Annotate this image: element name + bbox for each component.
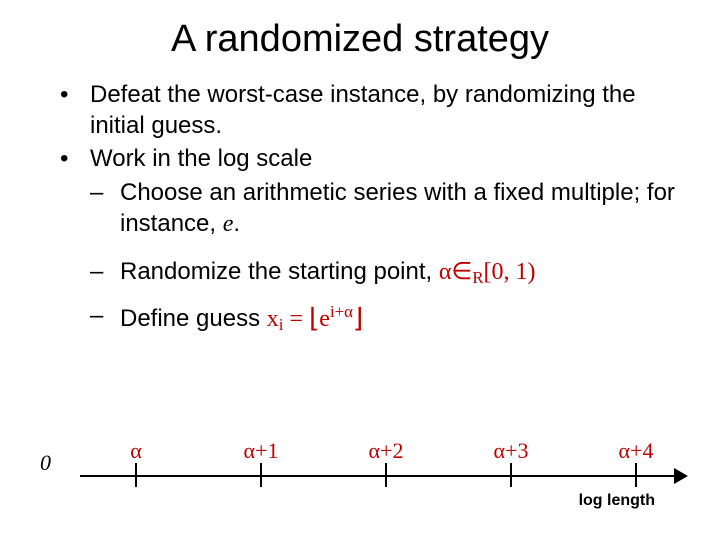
axis-line [80, 475, 680, 477]
math-expression: xi = ⌊ei+α⌋ [267, 306, 363, 332]
axis-tick-label: α+4 [619, 438, 654, 464]
subbullet-1: – Choose an arithmetic series with a fix… [90, 177, 690, 240]
number-line: 0 α α+1 α+2 α+3 α+4 log length [40, 440, 680, 520]
subbullet-text: Randomize the starting point, α∈R[0, 1) [120, 256, 536, 288]
math-expression: α∈R[0, 1) [439, 259, 536, 285]
axis-tick-label: α+2 [369, 438, 404, 464]
subbullet-3: – Define guess xi = ⌊ei+α⌋ [90, 300, 690, 335]
axis-label: log length [579, 492, 655, 510]
subbullet-marker: – [90, 177, 120, 240]
bullet-1: • Defeat the worst-case instance, by ran… [60, 79, 690, 141]
axis-arrow-icon [674, 468, 688, 484]
axis-tick [135, 463, 137, 487]
axis-tick [385, 463, 387, 487]
bullet-list: • Defeat the worst-case instance, by ran… [30, 79, 690, 335]
slide-title: A randomized strategy [30, 18, 690, 61]
subbullet-2: – Randomize the starting point, α∈R[0, 1… [90, 256, 690, 288]
bullet-2: • Work in the log scale [60, 143, 690, 174]
bullet-marker: • [60, 79, 90, 141]
bullet-marker: • [60, 143, 90, 174]
math-e: e [223, 211, 234, 237]
axis-tick [260, 463, 262, 487]
subbullet-text: Define guess xi = ⌊ei+α⌋ [120, 300, 363, 335]
axis-zero: 0 [40, 450, 51, 476]
axis-tick-label: α+3 [494, 438, 529, 464]
subbullet-marker: – [90, 300, 120, 335]
axis-tick [510, 463, 512, 487]
subbullet-marker: – [90, 256, 120, 288]
bullet-text: Work in the log scale [90, 143, 312, 174]
subbullet-text: Choose an arithmetic series with a fixed… [120, 177, 690, 240]
axis-tick [635, 463, 637, 487]
slide: A randomized strategy • Defeat the worst… [0, 0, 720, 540]
bullet-text: Defeat the worst-case instance, by rando… [90, 79, 690, 141]
axis-tick-label: α+1 [244, 438, 279, 464]
axis-tick-label: α [130, 438, 142, 464]
